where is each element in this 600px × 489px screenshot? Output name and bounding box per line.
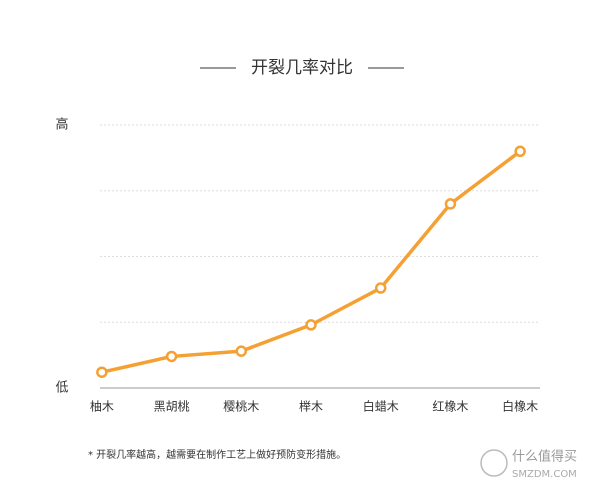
point <box>165 350 178 363</box>
point <box>96 366 108 378</box>
point <box>305 319 317 331</box>
point <box>444 198 457 210</box>
x-tick-label: 黑胡桃 <box>154 399 190 414</box>
x-tick-label: 榉木 <box>299 400 323 414</box>
point <box>374 282 387 294</box>
point <box>235 345 248 357</box>
x-tick-label: 柚木 <box>90 399 114 414</box>
point <box>514 145 526 158</box>
x-tick-label: 白橡木 <box>502 399 538 414</box>
y-tick-label: 高 <box>55 117 68 133</box>
watermark-name: 什么值得买 <box>512 449 577 465</box>
x-tick-label: 红橡木 <box>432 399 468 414</box>
x-tick-label: 白蜡木 <box>363 399 399 414</box>
chart-title: 开裂几率对比 <box>251 58 353 78</box>
line <box>101 149 522 374</box>
watermark-site: SMZDM.COM <box>512 469 577 480</box>
footnote: * 开裂几率越高，越需要在制作工艺上做好预防变形措施。 <box>88 448 346 461</box>
y-tick-label: 低 <box>55 381 68 396</box>
x-tick-label: 樱桃木 <box>223 399 259 414</box>
watermark-logo <box>480 449 508 477</box>
